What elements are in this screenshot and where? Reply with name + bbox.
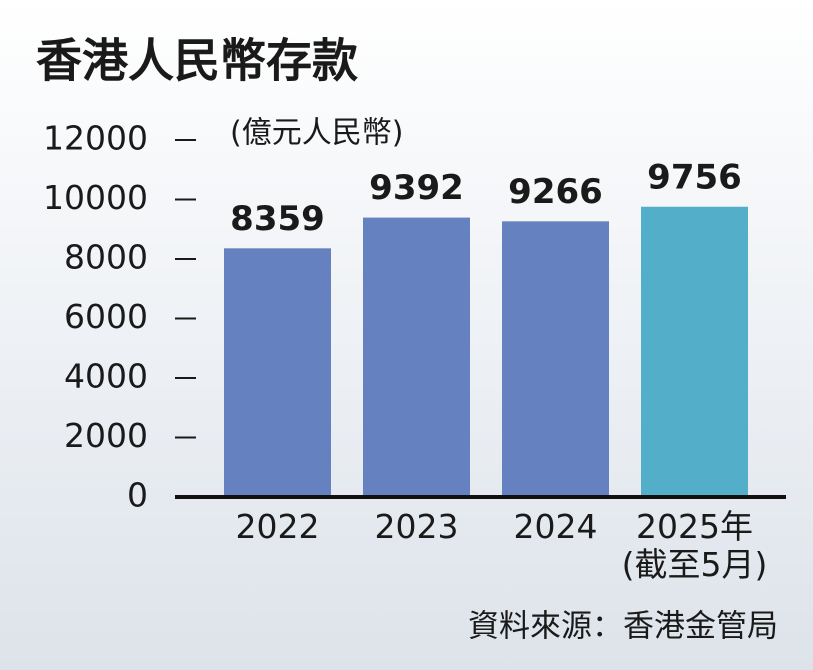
source-note: 資料來源：香港金管局 (468, 609, 778, 645)
chart-subtitle: (億元人民幣) (230, 116, 403, 151)
x-tick-label: 2022 (235, 507, 320, 546)
bar (502, 221, 609, 498)
chart-title: 香港人民幣存款 (36, 34, 358, 88)
value-label: 9756 (647, 157, 742, 197)
x-tick-label: 2023 (374, 507, 459, 546)
value-label: 9392 (369, 168, 464, 208)
y-tick-label: 10000 (43, 178, 148, 217)
y-tick-label: 12000 (43, 119, 148, 158)
value-label: 9266 (508, 172, 603, 212)
y-tick-label: 4000 (64, 357, 148, 396)
y-tick-label: 2000 (64, 416, 148, 455)
x-tick-label: 2024 (513, 507, 598, 546)
y-tick-label: 6000 (64, 297, 148, 336)
bar (363, 217, 470, 497)
y-tick-label: 0 (127, 476, 148, 515)
y-tick-label: 8000 (64, 238, 148, 277)
bar (641, 206, 748, 497)
value-label: 8359 (230, 199, 325, 239)
x-tick-label: 2025年 (截至5月) (621, 507, 768, 584)
bar (224, 248, 331, 497)
